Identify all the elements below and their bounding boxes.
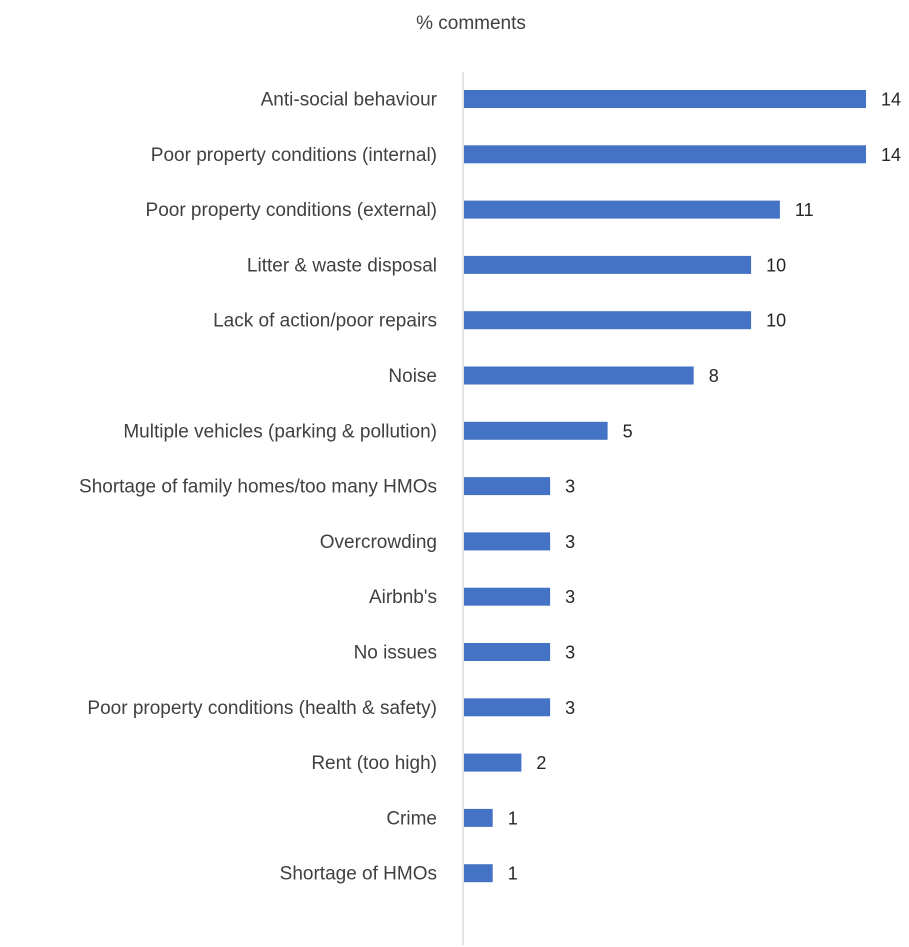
category-label: Poor property conditions (internal) bbox=[151, 145, 437, 166]
category-label: Shortage of HMOs bbox=[280, 864, 437, 885]
value-label: 11 bbox=[795, 200, 814, 220]
category-label: Crime bbox=[386, 808, 437, 829]
bar bbox=[464, 753, 522, 772]
value-label: 2 bbox=[536, 753, 546, 773]
chart-title: % comments bbox=[416, 13, 526, 34]
category-label: Noise bbox=[388, 366, 437, 387]
bar bbox=[464, 90, 866, 108]
value-label: 14 bbox=[881, 145, 901, 165]
category-label: Anti-social behaviour bbox=[261, 90, 438, 111]
category-label: Poor property conditions (external) bbox=[146, 200, 437, 221]
category-label: Airbnb's bbox=[369, 587, 437, 608]
category-label: Shortage of family homes/too many HMOs bbox=[79, 477, 437, 498]
category-label: Poor property conditions (health & safet… bbox=[87, 698, 437, 719]
value-label: 3 bbox=[565, 698, 575, 718]
bar bbox=[464, 587, 551, 606]
category-label: Litter & waste disposal bbox=[247, 255, 437, 276]
bar bbox=[464, 145, 866, 164]
bar bbox=[464, 255, 752, 274]
value-label: 14 bbox=[881, 90, 901, 110]
category-label: Rent (too high) bbox=[311, 753, 437, 774]
bar bbox=[464, 477, 551, 496]
bar bbox=[464, 864, 493, 883]
value-label: 3 bbox=[565, 532, 575, 552]
bar bbox=[464, 532, 551, 551]
category-label: Lack of action/poor repairs bbox=[213, 311, 437, 332]
value-label: 1 bbox=[508, 808, 518, 828]
value-label: 10 bbox=[766, 311, 786, 331]
bar bbox=[464, 698, 551, 717]
bar bbox=[464, 808, 493, 827]
value-label: 3 bbox=[565, 643, 575, 663]
bars-group: Anti-social behaviour 14 Poor property con… bbox=[79, 90, 901, 885]
bar bbox=[464, 200, 780, 219]
category-label: Overcrowding bbox=[320, 532, 437, 553]
value-label: 5 bbox=[623, 421, 633, 441]
value-label: 8 bbox=[709, 366, 719, 386]
value-label: 1 bbox=[508, 864, 518, 884]
value-label: 3 bbox=[565, 477, 575, 497]
bar bbox=[464, 643, 551, 661]
bar bbox=[464, 366, 694, 385]
value-label: 3 bbox=[565, 587, 575, 607]
bar bbox=[464, 311, 752, 330]
value-label: 10 bbox=[766, 255, 786, 275]
category-label: Multiple vehicles (parking & pollution) bbox=[123, 421, 437, 442]
category-label: No issues bbox=[354, 643, 437, 664]
bar bbox=[464, 421, 608, 440]
